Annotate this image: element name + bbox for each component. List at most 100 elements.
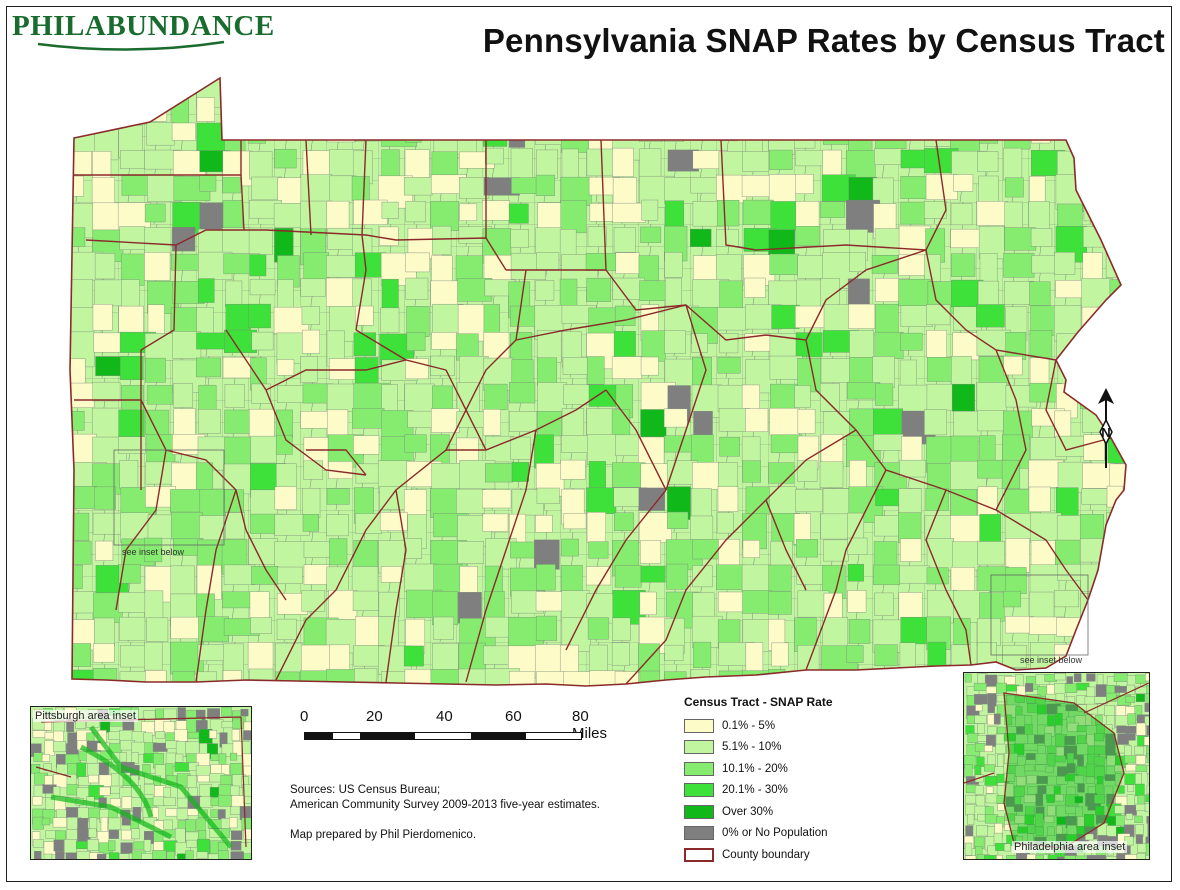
- census-tract: [1132, 332, 1136, 359]
- legend-item: 20.1% - 30%: [684, 780, 914, 802]
- census-tract: [769, 486, 797, 515]
- census-tract: [459, 78, 496, 109]
- census-tract: [1135, 567, 1136, 602]
- census-tract: [976, 201, 1008, 226]
- legend-label: 0% or No Population: [722, 827, 828, 840]
- census-tract: [225, 512, 245, 540]
- legend-swatch: [684, 740, 714, 755]
- census-tract: [32, 730, 47, 738]
- census-tract: [820, 358, 853, 383]
- census-tract: [979, 514, 1001, 546]
- census-tract: [795, 174, 814, 194]
- pennsylvania-map: [69, 76, 1136, 687]
- census-tract: [379, 78, 416, 95]
- census-tract: [378, 616, 399, 648]
- census-tract: [41, 753, 50, 762]
- census-tract: [1144, 716, 1149, 727]
- census-tract: [1134, 434, 1136, 453]
- census-tract: [768, 98, 791, 128]
- census-tract: [172, 671, 195, 686]
- map-title: Pennsylvania SNAP Rates by Census Tract: [482, 22, 1165, 59]
- census-tract: [32, 796, 43, 806]
- census-tract: [170, 489, 205, 513]
- census-tract: [874, 644, 898, 666]
- census-tract: [898, 278, 931, 307]
- census-tract: [1133, 360, 1136, 389]
- census-tract: [131, 828, 140, 840]
- census-tract: [717, 307, 748, 331]
- census-tract: [404, 149, 430, 179]
- census-tract: [993, 713, 1001, 725]
- census-tract: [251, 176, 282, 201]
- census-tract: [1079, 149, 1107, 187]
- census-tract: [639, 96, 668, 126]
- census-tract: [690, 78, 718, 89]
- census-tract: [1109, 645, 1126, 670]
- legend-title: Census Tract - SNAP Rate: [684, 695, 833, 709]
- census-tract: [742, 151, 770, 172]
- census-tract: [152, 796, 166, 807]
- census-tract: [1054, 673, 1067, 681]
- census-tract: [353, 199, 388, 225]
- census-tract: [979, 78, 1015, 100]
- census-tract: [1064, 855, 1078, 859]
- census-tract: [64, 839, 77, 854]
- census-tract: [614, 512, 634, 531]
- census-tract: [143, 783, 155, 795]
- census-tract: [100, 816, 109, 832]
- census-tract: [1145, 854, 1149, 859]
- census-tract: [534, 96, 570, 120]
- census-tract: [1035, 753, 1047, 765]
- census-tract: [847, 590, 867, 613]
- census-tract: [718, 670, 743, 686]
- census-tract: [484, 383, 508, 411]
- census-tract: [221, 707, 232, 717]
- census-tract: [94, 617, 115, 646]
- census-tract: [1029, 330, 1053, 360]
- census-tract: [326, 255, 361, 278]
- census-tract: [406, 97, 437, 134]
- census-tract: [229, 817, 238, 829]
- scale-bar: 0 20 40 60 80 Miles: [290, 708, 607, 748]
- census-tract: [96, 831, 110, 844]
- census-tract: [483, 125, 508, 147]
- census-tract: [146, 385, 173, 405]
- census-tract: [535, 149, 559, 179]
- census-tract: [70, 227, 86, 247]
- census-tract: [1125, 725, 1137, 734]
- census-tract: [1125, 696, 1136, 703]
- census-tract: [1132, 123, 1136, 151]
- census-tract: [664, 644, 684, 661]
- census-tract: [120, 78, 143, 103]
- census-tract: [1135, 594, 1136, 629]
- census-tract: [230, 785, 240, 797]
- census-tract: [926, 330, 947, 358]
- census-tract: [587, 617, 609, 640]
- census-tract: [31, 764, 41, 774]
- census-tract: [511, 177, 537, 194]
- census-tract: [108, 817, 122, 830]
- census-tract: [640, 540, 661, 564]
- census-tract: [275, 434, 293, 455]
- census-tract: [352, 99, 376, 123]
- census-tract: [144, 590, 164, 622]
- census-tract: [353, 435, 380, 455]
- census-tract: [535, 174, 555, 196]
- census-tract: [1137, 794, 1145, 805]
- census-tract: [846, 645, 864, 663]
- census-tract: [1074, 796, 1083, 804]
- census-tract: [326, 78, 359, 101]
- census-tract: [1057, 203, 1083, 229]
- census-tract: [716, 564, 746, 590]
- census-tract: [615, 252, 640, 274]
- census-tract: [951, 98, 986, 129]
- census-tract: [997, 754, 1004, 769]
- philadelphia-inset-note: see inset below: [1020, 655, 1083, 665]
- census-tract: [768, 280, 801, 308]
- census-tract: [1082, 462, 1114, 489]
- census-tract: [849, 330, 874, 358]
- census-tract: [611, 356, 643, 379]
- census-tract: [641, 330, 666, 362]
- census-tract: [560, 200, 587, 234]
- census-tract: [243, 721, 251, 732]
